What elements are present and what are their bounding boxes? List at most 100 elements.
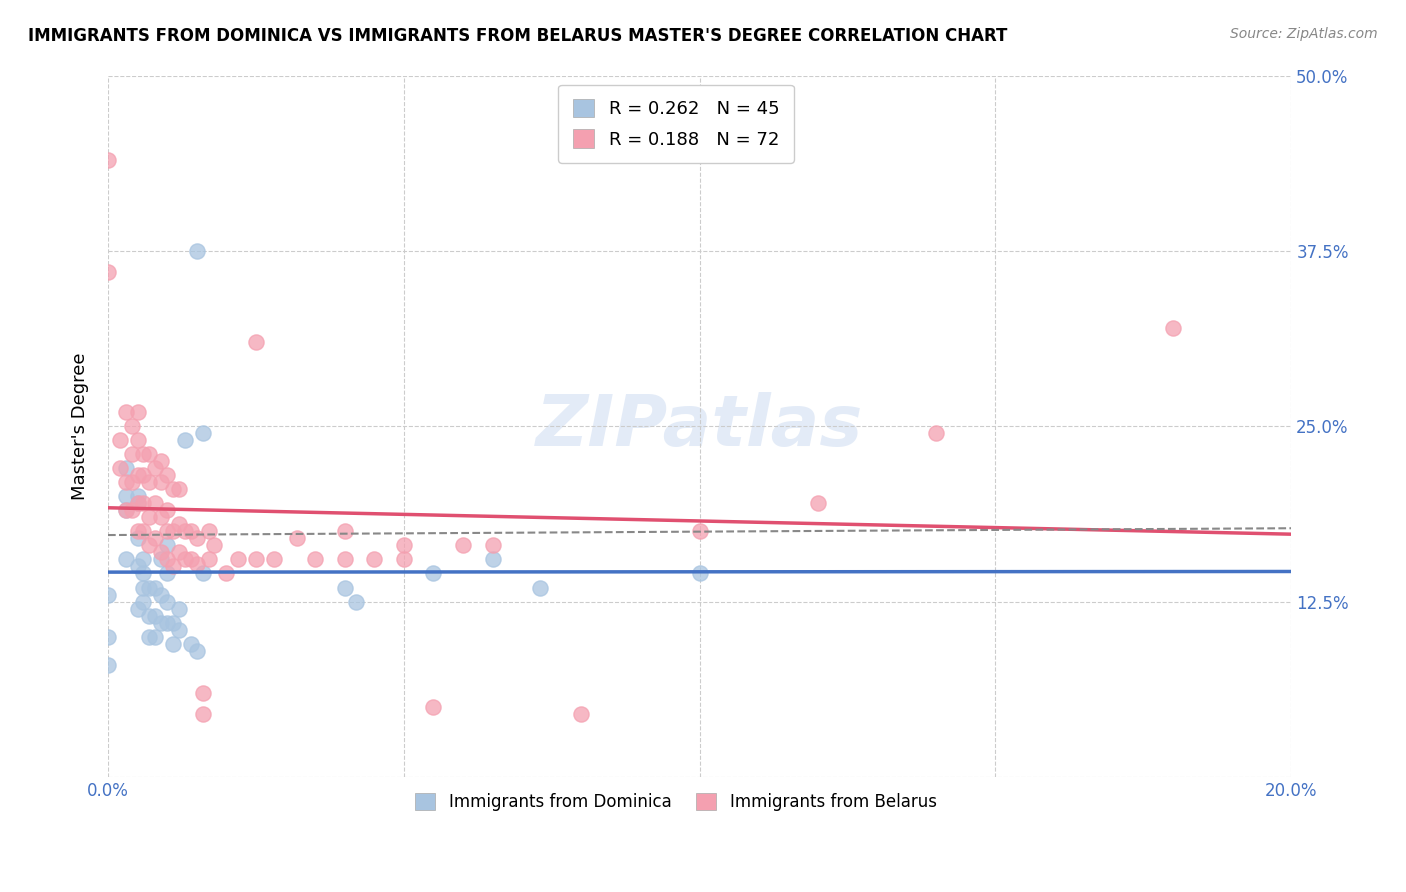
Point: [132, 581, 155, 595]
Point: [285, 532, 308, 546]
Point: [204, 538, 226, 552]
Point: [127, 601, 149, 615]
Point: [451, 538, 474, 552]
Point: [138, 510, 160, 524]
Point: [156, 566, 179, 581]
Point: [150, 552, 173, 566]
Y-axis label: Master's Degree: Master's Degree: [72, 352, 89, 500]
Point: [304, 552, 326, 566]
Point: [1161, 321, 1184, 335]
Point: [156, 503, 179, 517]
Point: [114, 552, 136, 566]
Point: [191, 566, 214, 581]
Point: [925, 426, 948, 441]
Point: [143, 630, 166, 644]
Point: [121, 475, 143, 490]
Point: [114, 461, 136, 475]
Legend: Immigrants from Dominica, Immigrants from Belarus: Immigrants from Dominica, Immigrants fro…: [402, 780, 950, 824]
Point: [191, 706, 214, 721]
Point: [162, 637, 184, 651]
Point: [263, 552, 285, 566]
Point: [481, 552, 503, 566]
Point: [97, 657, 120, 672]
Point: [97, 265, 120, 279]
Point: [143, 581, 166, 595]
Point: [156, 538, 179, 552]
Point: [167, 545, 190, 559]
Point: [114, 503, 136, 517]
Point: [174, 524, 197, 539]
Point: [127, 434, 149, 448]
Point: [226, 552, 249, 566]
Point: [689, 524, 711, 539]
Point: [132, 524, 155, 539]
Point: [150, 545, 173, 559]
Point: [132, 496, 155, 510]
Point: [422, 566, 444, 581]
Point: [197, 552, 219, 566]
Point: [150, 615, 173, 630]
Point: [114, 475, 136, 490]
Point: [333, 552, 356, 566]
Point: [114, 405, 136, 419]
Point: [121, 419, 143, 434]
Point: [186, 643, 208, 657]
Point: [132, 552, 155, 566]
Point: [127, 524, 149, 539]
Point: [156, 468, 179, 483]
Point: [156, 615, 179, 630]
Point: [143, 496, 166, 510]
Point: [180, 552, 202, 566]
Point: [481, 538, 503, 552]
Point: [143, 608, 166, 623]
Point: [97, 587, 120, 601]
Point: [97, 630, 120, 644]
Point: [127, 489, 149, 503]
Point: [174, 434, 197, 448]
Point: [180, 637, 202, 651]
Point: [132, 447, 155, 461]
Point: [186, 532, 208, 546]
Point: [162, 483, 184, 497]
Point: [167, 623, 190, 637]
Point: [180, 524, 202, 539]
Point: [191, 426, 214, 441]
Point: [162, 524, 184, 539]
Point: [138, 581, 160, 595]
Point: [127, 559, 149, 574]
Point: [162, 559, 184, 574]
Point: [191, 686, 214, 700]
Point: [127, 496, 149, 510]
Point: [97, 153, 120, 167]
Point: [162, 615, 184, 630]
Point: [245, 334, 267, 349]
Point: [132, 594, 155, 608]
Point: [138, 475, 160, 490]
Point: [132, 468, 155, 483]
Point: [346, 594, 368, 608]
Point: [167, 601, 190, 615]
Point: [150, 475, 173, 490]
Point: [138, 447, 160, 461]
Point: [392, 552, 415, 566]
Point: [689, 566, 711, 581]
Point: [121, 447, 143, 461]
Point: [150, 510, 173, 524]
Point: [156, 552, 179, 566]
Point: [174, 552, 197, 566]
Point: [156, 524, 179, 539]
Point: [197, 524, 219, 539]
Point: [529, 581, 551, 595]
Point: [215, 566, 238, 581]
Point: [333, 524, 356, 539]
Point: [392, 538, 415, 552]
Point: [143, 461, 166, 475]
Point: [186, 244, 208, 258]
Point: [114, 489, 136, 503]
Point: [121, 503, 143, 517]
Point: [132, 566, 155, 581]
Point: [108, 461, 131, 475]
Point: [422, 699, 444, 714]
Point: [127, 468, 149, 483]
Point: [167, 483, 190, 497]
